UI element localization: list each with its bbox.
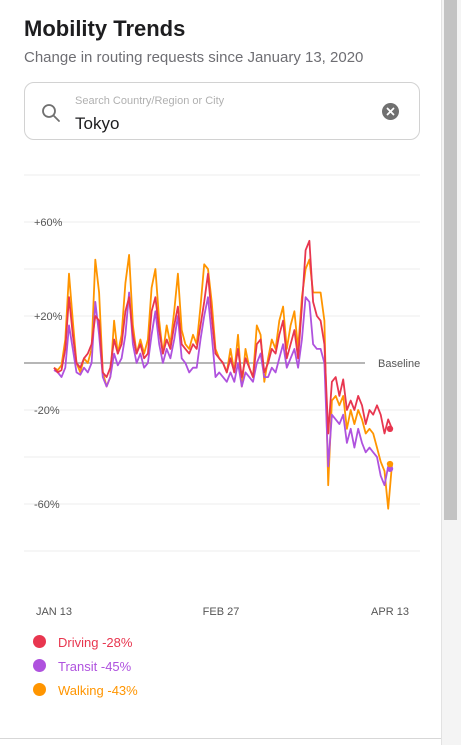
baseline-label: Baseline	[378, 358, 420, 370]
series-line-transit	[53, 291, 393, 487]
search-input[interactable]: Tokyo	[75, 114, 120, 133]
y-tick-label: +20%	[34, 311, 63, 323]
search-placeholder: Search Country/Region or City	[75, 95, 225, 107]
series-line-driving	[53, 239, 393, 435]
clear-icon	[386, 107, 395, 116]
x-tick-label: JAN 13	[36, 606, 72, 618]
mobility-panel: Mobility Trends Change in routing reques…	[0, 0, 441, 745]
end-marker-driving	[386, 425, 394, 432]
search-icon	[42, 104, 60, 122]
legend-label-transit: Transit -45%	[58, 659, 132, 674]
page-title: Mobility Trends	[24, 16, 186, 41]
walking-dot-icon	[33, 683, 46, 696]
legend-label-driving: Driving -28%	[58, 635, 133, 650]
scrollbar-thumb[interactable]	[444, 0, 457, 520]
end-marker-transit	[386, 465, 394, 472]
transit-dot-icon	[33, 659, 46, 672]
end-marker-walking	[386, 460, 394, 468]
legend-label-walking: Walking -43%	[58, 683, 138, 698]
driving-dot-icon	[33, 635, 46, 648]
y-tick-label: +60%	[34, 217, 63, 229]
x-tick-label: FEB 27	[203, 606, 240, 618]
y-tick-label: -60%	[34, 499, 60, 511]
clear-search-button[interactable]	[382, 103, 399, 120]
divider	[0, 738, 441, 739]
x-tick-label: APR 13	[371, 606, 409, 618]
page-subtitle: Change in routing requests since January…	[24, 49, 364, 66]
mobility-chart: +60% +20% -20% -60% Baseline JAN 13 FEB 27 AP…	[24, 174, 420, 618]
search-box[interactable]: Search Country/Region or City Tokyo	[24, 82, 420, 140]
y-tick-label: -20%	[34, 405, 60, 417]
